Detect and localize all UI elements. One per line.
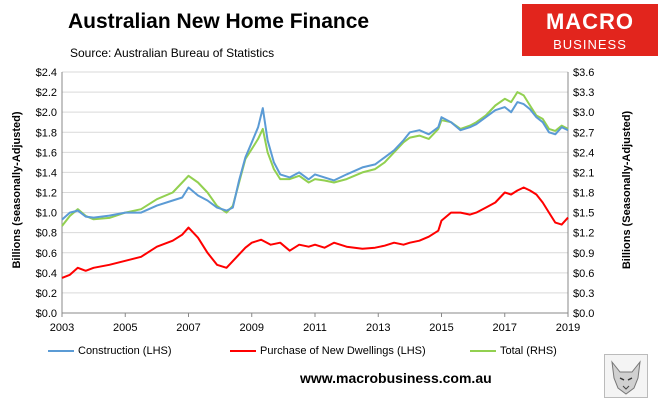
legend-label: Construction (LHS) — [78, 345, 172, 357]
legend-swatch — [470, 350, 496, 353]
y-tick-label: $1.4 — [36, 167, 57, 179]
x-tick-label: 2007 — [176, 322, 200, 334]
y-tick-label: $0.8 — [36, 228, 57, 240]
y2-axis-label: Billions (Seasonally-Adjusted) — [621, 111, 633, 270]
y2-tick-label: $3.6 — [573, 67, 594, 79]
macrobusiness-logo: MACRO BUSINESS — [522, 4, 658, 56]
logo-line1: MACRO — [545, 9, 635, 34]
x-tick-label: 2009 — [240, 322, 264, 334]
y2-tick-label: $0.6 — [573, 268, 594, 280]
y-tick-label: $2.4 — [36, 67, 57, 79]
legend-label: Total (RHS) — [500, 345, 557, 357]
series-line-construction — [61, 101, 569, 221]
y-tick-label: $0.0 — [36, 308, 57, 320]
y2-tick-label: $1.5 — [573, 208, 594, 220]
legend-item-purchase: Purchase of New Dwellings (LHS) — [230, 345, 426, 357]
x-tick-label: 2017 — [493, 322, 517, 334]
y-tick-label: $0.2 — [36, 288, 57, 300]
y2-tick-label: $0.3 — [573, 288, 594, 300]
series-lines — [61, 91, 569, 279]
x-tick-label: 2011 — [303, 322, 327, 334]
y-axis-label: Billions (seasonally-Adjusted) — [11, 111, 23, 268]
y-tick-label: $2.2 — [36, 87, 57, 99]
website-url: www.macrobusiness.com.au — [300, 370, 492, 386]
chart-source: Source: Australian Bureau of Statistics — [70, 46, 275, 60]
line-chart: $0.0 $0.0 $0.2 $0.3 $0.4 $0.6 $0.6 $0.9 $0.8 $1.2… — [11, 67, 633, 334]
gridlines — [62, 71, 568, 294]
y2-tick-label: $0.0 — [573, 308, 594, 320]
legend-swatch — [230, 350, 256, 353]
x-tick-label: 2019 — [556, 322, 580, 334]
legend-label: Purchase of New Dwellings (LHS) — [260, 345, 426, 357]
axes — [61, 72, 569, 317]
y2-tick-label: $2.7 — [573, 127, 594, 139]
legend: Construction (LHS) Purchase of New Dwell… — [40, 345, 600, 361]
y-tick-label: $1.2 — [36, 188, 57, 200]
tick-labels: $0.0 $0.0 $0.2 $0.3 $0.4 $0.6 $0.6 $0.9 $0.8 $1.2… — [36, 67, 595, 334]
legend-swatch — [48, 350, 74, 353]
x-tick-label: 2003 — [50, 322, 74, 334]
y2-tick-label: $1.8 — [573, 188, 594, 200]
legend-item-construction: Construction (LHS) — [48, 345, 172, 357]
chart-title: Australian New Home Finance — [68, 10, 370, 33]
x-tick-label: 2015 — [429, 322, 453, 334]
x-tick-label: 2013 — [366, 322, 390, 334]
y2-tick-label: $0.9 — [573, 248, 594, 260]
y-tick-label: $1.8 — [36, 127, 57, 139]
x-tick-label: 2005 — [113, 322, 137, 334]
legend-item-total: Total (RHS) — [470, 345, 557, 357]
series-line-purchase — [61, 186, 569, 279]
y-tick-label: $1.6 — [36, 147, 57, 159]
logo-line2: BUSINESS — [553, 37, 627, 52]
y2-tick-label: $2.4 — [573, 147, 594, 159]
y2-tick-label: $3.3 — [573, 87, 594, 99]
y2-tick-label: $3.0 — [573, 107, 594, 119]
y2-tick-label: $1.2 — [573, 228, 594, 240]
y-tick-label: $0.4 — [36, 268, 57, 280]
wolf-logo-icon — [604, 354, 648, 398]
y-tick-label: $1.0 — [36, 208, 57, 220]
y-tick-label: $2.0 — [36, 107, 57, 119]
y2-tick-label: $2.1 — [573, 167, 594, 179]
series-line-total — [61, 91, 569, 227]
y-tick-label: $0.6 — [36, 248, 57, 260]
